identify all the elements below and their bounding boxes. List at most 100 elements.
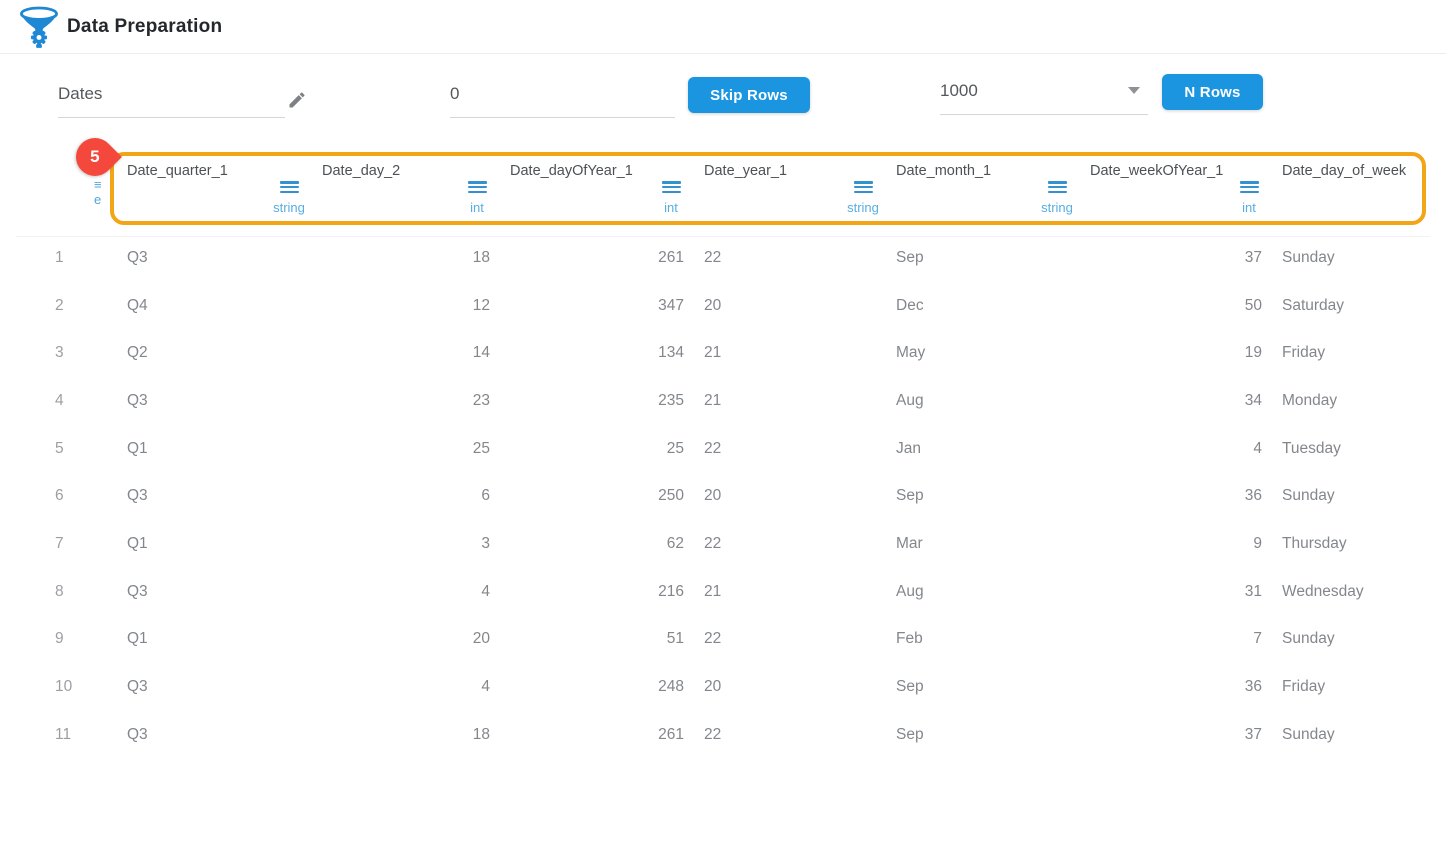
cell-Date_dayOfYear_1: 261 [658,725,684,743]
cell-Date_dayOfYear_1: 51 [666,630,684,648]
cell-Date_quarter_1: Q3 [127,391,148,409]
column-header-label: Date_month_1 [896,163,992,179]
row-number: 4 [55,391,64,409]
cell-Date_weekOfYear_1: 7 [1253,630,1262,648]
cell-Date_day_of_week: Sunday [1282,487,1335,505]
hamburger-menu-icon[interactable] [279,179,299,195]
cell-Date_month_1: Sep [896,487,924,505]
table-row: 3 Q2 14 134 21 May 19 Friday [0,329,1446,377]
cell-Date_year_1: 22 [704,725,722,743]
cell-Date_month_1: Dec [896,296,924,314]
page-title: Data Preparation [67,15,223,37]
table-row: 7 Q1 3 62 22 Mar 9 Thursday [0,520,1446,568]
dataset-name-input[interactable]: Dates [58,84,103,103]
cell-Date_day_of_week: Sunday [1282,630,1335,648]
column-type-label: string [1041,200,1073,216]
cell-Date_quarter_1: Q3 [127,487,148,505]
n-rows-button[interactable]: N Rows [1162,74,1263,110]
cell-Date_day_2: 18 [472,248,490,266]
column-header-Date_quarter_1[interactable]: Date_quarter_1 string [115,158,310,222]
hamburger-menu-icon[interactable] [853,179,873,195]
row-number: 5 [55,439,64,457]
cell-Date_day_2: 6 [481,487,490,505]
table-row: 10 Q3 4 248 20 Sep 36 Friday [0,663,1446,711]
hamburger-menu-icon[interactable] [661,179,681,195]
n-rows-underline [940,114,1148,115]
column-type-block: int [446,179,508,215]
column-header-Date_day_of_week[interactable]: Date_day_of_week [1270,158,1446,222]
cell-Date_year_1: 22 [704,439,722,457]
column-type-block: string [1026,179,1088,215]
column-header-label: Date_day_2 [322,163,401,179]
cell-Date_month_1: May [896,344,926,362]
cell-Date_year_1: 20 [704,487,722,505]
row-number: 9 [55,630,64,648]
cell-Date_day_of_week: Thursday [1282,534,1347,552]
cell-Date_quarter_1: Q3 [127,678,148,696]
table-row: 6 Q3 6 250 20 Sep 36 Sunday [0,472,1446,520]
column-header-label: Date_year_1 [704,163,788,179]
row-number: 1 [55,248,64,266]
column-header-Date_dayOfYear_1[interactable]: Date_dayOfYear_1 int [498,158,692,222]
cell-Date_year_1: 21 [704,344,722,362]
cell-Date_year_1: 21 [704,582,722,600]
cell-Date_day_2: 25 [472,439,490,457]
cell-Date_month_1: Feb [896,630,923,648]
cell-Date_month_1: Sep [896,725,924,743]
cell-Date_dayOfYear_1: 216 [658,582,684,600]
skip-rows-underline [450,117,675,118]
n-rows-select[interactable]: 1000 [940,81,978,100]
cell-Date_quarter_1: Q1 [127,630,148,648]
cell-Date_day_of_week: Wednesday [1282,582,1364,600]
hamburger-menu-icon[interactable] [1239,179,1259,195]
column-header-label: Date_weekOfYear_1 [1090,163,1224,179]
cell-Date_month_1: Sep [896,678,924,696]
cell-Date_dayOfYear_1: 25 [666,439,684,457]
cell-Date_weekOfYear_1: 36 [1244,678,1262,696]
row-number: 6 [55,487,64,505]
cell-Date_month_1: Aug [896,582,924,600]
cell-Date_month_1: Jan [896,439,921,457]
column-header-label: Date_day_of_week [1282,163,1407,179]
caret-down-icon[interactable] [1128,87,1140,94]
cell-Date_dayOfYear_1: 134 [658,344,684,362]
cell-Date_quarter_1: Q4 [127,296,148,314]
cell-Date_weekOfYear_1: 31 [1244,582,1262,600]
cell-Date_weekOfYear_1: 37 [1244,725,1262,743]
column-type-block: string [258,179,320,215]
table-row: 11 Q3 18 261 22 Sep 37 Sunday [0,711,1446,759]
column-type-block: int [640,179,702,215]
edit-pencil-icon[interactable] [287,90,307,110]
cell-Date_dayOfYear_1: 235 [658,391,684,409]
cell-Date_year_1: 21 [704,391,722,409]
hamburger-menu-icon[interactable] [467,179,487,195]
column-type-label: string [273,200,305,216]
cell-Date_month_1: Sep [896,248,924,266]
row-number: 7 [55,534,64,552]
skip-rows-input[interactable]: 0 [450,84,460,103]
cell-Date_month_1: Mar [896,534,923,552]
cell-Date_day_2: 3 [481,534,490,552]
table-row: 4 Q3 23 235 21 Aug 34 Monday [0,377,1446,425]
app-logo-funnel-gear-icon [20,6,58,48]
cell-Date_dayOfYear_1: 62 [666,534,684,552]
table-row: 9 Q1 20 51 22 Feb 7 Sunday [0,616,1446,664]
row-number: 11 [55,725,72,743]
cell-Date_month_1: Aug [896,391,924,409]
cell-Date_day_2: 23 [472,391,490,409]
cell-Date_weekOfYear_1: 4 [1253,439,1262,457]
cell-Date_dayOfYear_1: 250 [658,487,684,505]
cell-Date_weekOfYear_1: 36 [1244,487,1262,505]
table-row: 2 Q4 12 347 20 Dec 50 Saturday [0,282,1446,330]
hamburger-menu-icon[interactable] [1047,179,1067,195]
column-type-label: int [470,200,484,216]
column-type-label: string [847,200,879,216]
skip-rows-button[interactable]: Skip Rows [688,77,810,113]
column-type-label: int [1242,200,1256,216]
cell-Date_day_2: 4 [481,582,490,600]
cell-Date_day_of_week: Tuesday [1282,439,1341,457]
